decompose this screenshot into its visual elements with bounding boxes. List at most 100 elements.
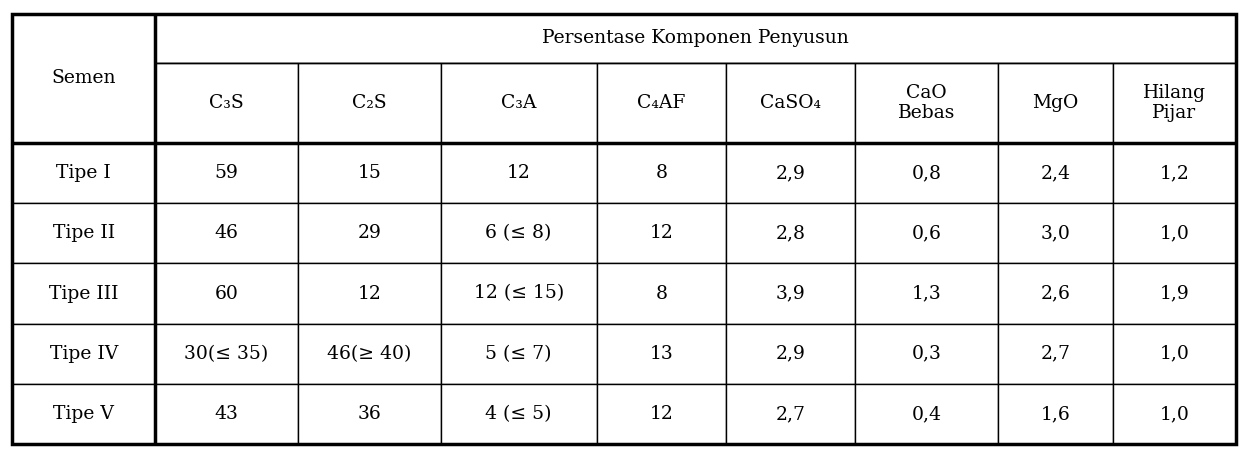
Bar: [12, 263, 155, 324]
Bar: [12, 143, 155, 203]
Bar: [155, 14, 1236, 63]
Text: 0,4: 0,4: [911, 405, 941, 423]
Text: 12 (≤ 15): 12 (≤ 15): [473, 284, 564, 303]
Text: 12: 12: [507, 164, 530, 182]
Text: 15: 15: [357, 164, 381, 182]
Text: 0,6: 0,6: [911, 224, 941, 242]
Bar: [855, 324, 997, 384]
Bar: [155, 143, 298, 203]
Bar: [597, 384, 726, 444]
Bar: [726, 384, 855, 444]
Text: C₃S: C₃S: [210, 94, 243, 112]
Text: Hilang
Pijar: Hilang Pijar: [1143, 84, 1206, 122]
Bar: [855, 203, 997, 263]
Text: 1,6: 1,6: [1041, 405, 1071, 423]
Bar: [597, 324, 726, 384]
Bar: [855, 63, 997, 143]
Bar: [12, 384, 155, 444]
Text: 3,0: 3,0: [1041, 224, 1071, 242]
Text: 36: 36: [357, 405, 381, 423]
Bar: [1113, 143, 1236, 203]
Text: 13: 13: [649, 345, 673, 363]
Bar: [12, 14, 155, 143]
Text: 29: 29: [357, 224, 381, 242]
Text: 1,2: 1,2: [1159, 164, 1189, 182]
Text: Semen: Semen: [51, 69, 116, 87]
Bar: [597, 203, 726, 263]
Bar: [1113, 203, 1236, 263]
Text: 46: 46: [215, 224, 238, 242]
Bar: [12, 203, 155, 263]
Text: 30(≤ 35): 30(≤ 35): [185, 345, 268, 363]
Bar: [155, 384, 298, 444]
Text: 0,8: 0,8: [911, 164, 941, 182]
Text: 1,0: 1,0: [1159, 345, 1189, 363]
Bar: [1113, 384, 1236, 444]
Text: 1,0: 1,0: [1159, 224, 1189, 242]
Text: C₄AF: C₄AF: [638, 94, 685, 112]
Bar: [298, 63, 441, 143]
Text: 1,3: 1,3: [911, 284, 941, 303]
Bar: [155, 263, 298, 324]
Bar: [997, 384, 1113, 444]
Text: 3,9: 3,9: [775, 284, 805, 303]
Text: Tipe V: Tipe V: [54, 405, 115, 423]
Text: Tipe III: Tipe III: [49, 284, 119, 303]
Text: 12: 12: [649, 405, 674, 423]
Text: C₃A: C₃A: [500, 94, 537, 112]
Bar: [298, 143, 441, 203]
Text: 1,0: 1,0: [1159, 405, 1189, 423]
Bar: [1113, 63, 1236, 143]
Bar: [155, 203, 298, 263]
Bar: [1113, 324, 1236, 384]
Bar: [298, 263, 441, 324]
Bar: [298, 203, 441, 263]
Text: Persentase Komponen Penyusun: Persentase Komponen Penyusun: [542, 29, 849, 48]
Bar: [597, 263, 726, 324]
Text: 8: 8: [655, 284, 668, 303]
Text: 12: 12: [357, 284, 381, 303]
Bar: [726, 263, 855, 324]
Bar: [726, 324, 855, 384]
Text: CaSO₄: CaSO₄: [760, 94, 821, 112]
Bar: [298, 384, 441, 444]
Text: Tipe I: Tipe I: [56, 164, 111, 182]
Text: 43: 43: [215, 405, 238, 423]
Text: 2,8: 2,8: [775, 224, 805, 242]
Text: 2,7: 2,7: [775, 405, 805, 423]
Bar: [997, 263, 1113, 324]
Bar: [441, 63, 597, 143]
Text: 2,9: 2,9: [775, 164, 805, 182]
Text: CaO
Bebas: CaO Bebas: [897, 84, 955, 122]
Bar: [997, 143, 1113, 203]
Bar: [1113, 263, 1236, 324]
Text: 0,3: 0,3: [911, 345, 941, 363]
Text: 2,7: 2,7: [1041, 345, 1071, 363]
Bar: [726, 63, 855, 143]
Bar: [597, 63, 726, 143]
Bar: [441, 384, 597, 444]
Text: 59: 59: [215, 164, 238, 182]
Text: 2,9: 2,9: [775, 345, 805, 363]
Bar: [441, 263, 597, 324]
Bar: [997, 203, 1113, 263]
Text: MgO: MgO: [1032, 94, 1078, 112]
Text: Tipe II: Tipe II: [52, 224, 115, 242]
Bar: [997, 324, 1113, 384]
Text: 6 (≤ 8): 6 (≤ 8): [485, 224, 552, 242]
Bar: [597, 143, 726, 203]
Bar: [441, 143, 597, 203]
Bar: [441, 324, 597, 384]
Text: 46(≥ 40): 46(≥ 40): [327, 345, 412, 363]
Bar: [441, 203, 597, 263]
Bar: [298, 324, 441, 384]
Bar: [155, 324, 298, 384]
Text: 1,9: 1,9: [1159, 284, 1189, 303]
Bar: [855, 143, 997, 203]
Bar: [726, 143, 855, 203]
Text: 12: 12: [649, 224, 674, 242]
Bar: [855, 263, 997, 324]
Text: Tipe IV: Tipe IV: [50, 345, 119, 363]
Bar: [726, 203, 855, 263]
Text: 5 (≤ 7): 5 (≤ 7): [485, 345, 552, 363]
